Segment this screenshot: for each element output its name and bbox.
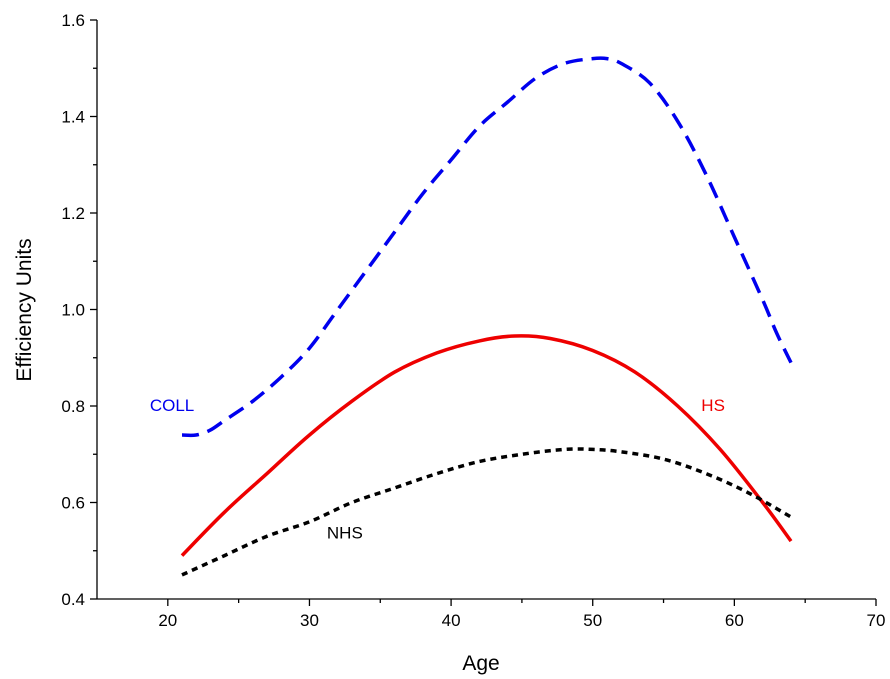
series-label-coll: COLL xyxy=(150,396,194,415)
y-tick-label: 1.4 xyxy=(61,108,85,127)
x-tick-label: 50 xyxy=(583,611,602,630)
annotation-layer: COLL HS NHS xyxy=(150,396,725,543)
y-tick-label: 0.4 xyxy=(61,590,85,609)
y-tick-label: 1.6 xyxy=(61,11,85,30)
x-axis-title: Age xyxy=(462,652,499,675)
y-axis-title: Efficiency Units xyxy=(13,238,36,381)
series-line-coll xyxy=(181,56,793,438)
x-tick-label: 20 xyxy=(158,611,177,630)
series-label-hs: HS xyxy=(701,396,725,415)
y-tick-label: 0.6 xyxy=(61,494,85,513)
y-tick-label: 0.8 xyxy=(61,397,85,416)
y-tick-label: 1.0 xyxy=(61,301,85,320)
x-tick-label: 60 xyxy=(725,611,744,630)
series-line-nhs xyxy=(181,447,792,577)
y-ticks: 0.4 0.6 0.8 1.0 1.2 1.4 1.6 xyxy=(61,11,97,609)
x-tick-label: 30 xyxy=(300,611,319,630)
series-layer xyxy=(180,56,793,577)
axes: 20 30 40 50 60 70 0.4 0.6 0.8 1.0 1.2 1.4 1.6 xyxy=(61,11,885,630)
series-label-nhs: NHS xyxy=(327,524,363,543)
x-tick-label: 70 xyxy=(867,611,886,630)
y-tick-label: 1.2 xyxy=(61,204,85,223)
series-line-hs xyxy=(180,334,793,557)
x-ticks: 20 30 40 50 60 70 xyxy=(158,599,885,630)
x-tick-label: 40 xyxy=(442,611,461,630)
